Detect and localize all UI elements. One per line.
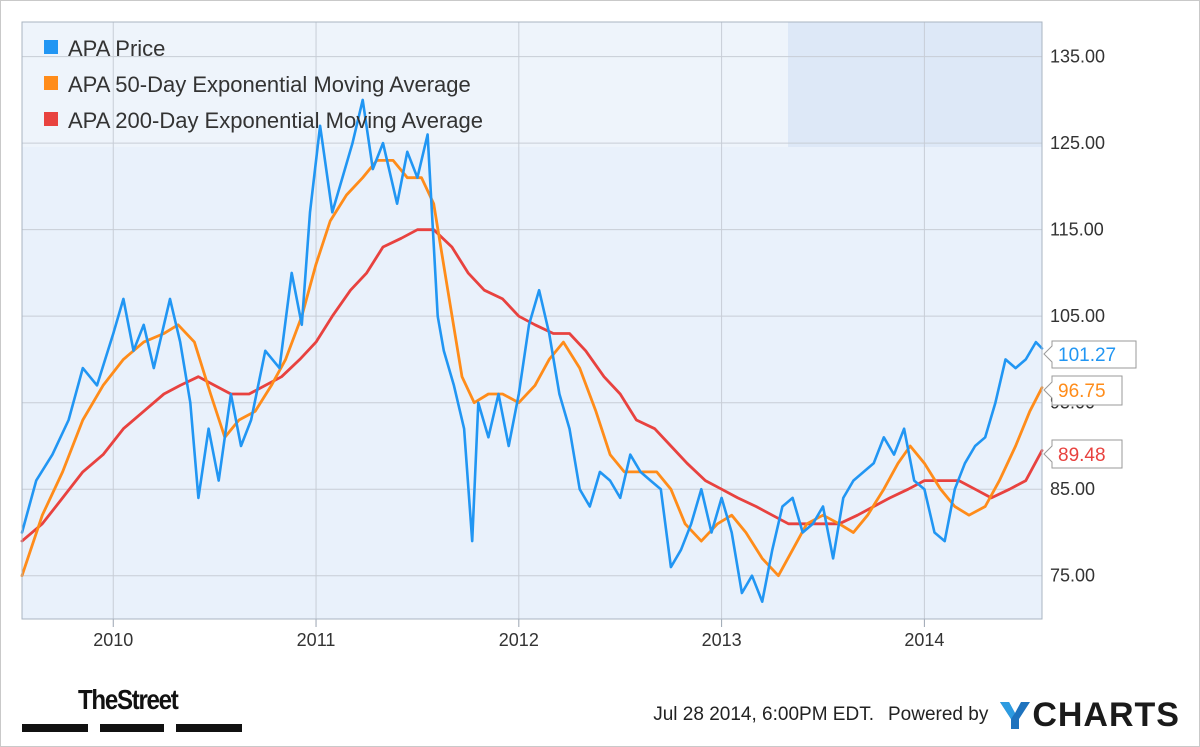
callout-ema200: 89.48 [1043,439,1123,469]
ycharts-logo: CHARTS [998,696,1180,735]
x-tick-label: 2010 [93,630,133,650]
callout-price-value: 101.27 [1058,345,1116,366]
plot-border [21,21,1043,620]
y-tick-label: 135.00 [1050,47,1105,67]
x-tick-label: 2011 [297,630,336,650]
legend-swatch-price [44,40,58,54]
footer-timestamp: Jul 28 2014, 6:00PM EDT. [653,704,874,725]
shaded-range [788,22,1042,147]
callout-ema50: 96.75 [1043,375,1123,406]
ycharts-y-icon [1000,702,1031,729]
legend-label-price: APA Price [68,36,165,61]
legend-label-ema200: APA 200-Day Exponential Moving Average [68,108,483,133]
x-tick-label: 2012 [499,630,539,650]
footer-powered-by: Powered by [887,704,989,725]
series-lines [20,98,1044,604]
y-tick-label: 115.00 [1050,220,1104,240]
y-tick-label: 125.00 [1050,133,1105,153]
x-tick-label: 2013 [702,630,742,650]
footer: Jul 28 2014, 6:00PM EDT. Powered by CHAR… [653,690,1180,740]
x-tick-label: 2014 [904,630,944,650]
legend-swatch-ema200 [44,112,58,126]
callout-price: 101.27 [1043,340,1137,369]
callout-ema50-value: 96.75 [1058,381,1106,402]
thestreet-logo-text: TheStreet [78,684,179,715]
legend-box [22,22,788,147]
series-line-ema200 [20,228,1044,543]
x-axis: 2010 2011 2012 2013 2014 [93,630,944,650]
y-tick-label: 105.00 [1050,306,1105,326]
thestreet-logo: TheStreet [22,680,242,735]
legend: APA Price APA 50-Day Exponential Moving … [44,36,483,133]
line-chart: 75.0085.0095.00105.00115.00125.00135.00 … [20,21,1137,650]
ycharts-wordmark: CHARTS [1032,695,1180,734]
legend-label-ema50: APA 50-Day Exponential Moving Average [68,72,471,97]
y-tick-label: 75.00 [1050,566,1095,586]
y-tick-label: 85.00 [1050,479,1095,499]
last-value-callouts: 101.27 96.75 89.48 [1043,340,1137,469]
legend-swatch-ema50 [44,76,58,90]
series-line-price [20,98,1044,604]
callout-ema200-value: 89.48 [1058,445,1106,466]
